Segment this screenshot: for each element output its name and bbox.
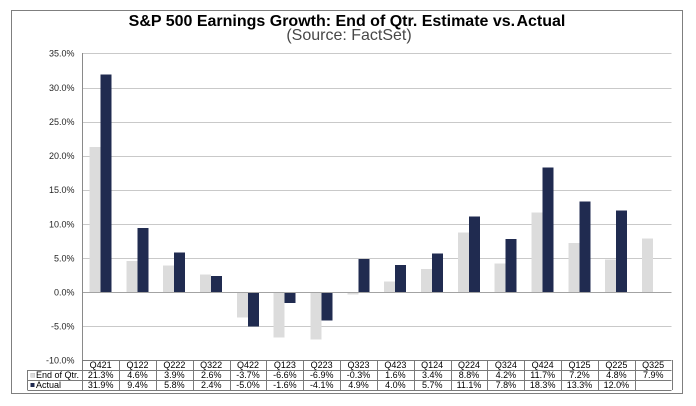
svg-text:5.7%: 5.7% [422,380,443,390]
svg-text:-4.1%: -4.1% [310,380,334,390]
svg-text:1.6%: 1.6% [385,370,406,380]
svg-text:Q323: Q323 [347,360,369,370]
svg-text:7.8%: 7.8% [496,380,517,390]
svg-text:13.3%: 13.3% [567,380,593,390]
svg-text:Q123: Q123 [274,360,296,370]
svg-text:4.0%: 4.0% [385,380,406,390]
svg-text:Q225: Q225 [605,360,627,370]
svg-text:-5.0%: -5.0% [51,322,75,332]
svg-text:15.0%: 15.0% [49,185,75,195]
svg-text:9.4%: 9.4% [127,380,148,390]
svg-text:-6.6%: -6.6% [273,370,297,380]
svg-text:Q124: Q124 [421,360,443,370]
svg-text:Q424: Q424 [532,360,554,370]
svg-text:Q224: Q224 [458,360,480,370]
svg-text:5.0%: 5.0% [54,253,75,263]
svg-text:7.2%: 7.2% [569,370,590,380]
svg-text:Q423: Q423 [384,360,406,370]
svg-text:18.3%: 18.3% [530,380,556,390]
svg-text:3.4%: 3.4% [422,370,443,380]
svg-text:-5.0%: -5.0% [236,380,260,390]
svg-text:-3.7%: -3.7% [236,370,260,380]
svg-text:25.0%: 25.0% [49,117,75,127]
svg-text:-1.6%: -1.6% [273,380,297,390]
svg-text:End of Qtr.: End of Qtr. [36,370,79,380]
svg-text:10.0%: 10.0% [49,219,75,229]
svg-text:Actual: Actual [36,380,61,390]
svg-text:35.0%: 35.0% [49,49,75,59]
svg-text:8.8%: 8.8% [459,370,480,380]
svg-text:Q325: Q325 [642,360,664,370]
svg-text:Q421: Q421 [90,360,112,370]
svg-text:-6.9%: -6.9% [310,370,334,380]
svg-text:Q222: Q222 [163,360,185,370]
svg-text:2.6%: 2.6% [201,370,222,380]
svg-text:5.8%: 5.8% [164,380,185,390]
svg-text:20.0%: 20.0% [49,151,75,161]
svg-text:4.9%: 4.9% [348,380,369,390]
svg-text:4.8%: 4.8% [606,370,627,380]
svg-text:Q223: Q223 [311,360,333,370]
svg-text:3.9%: 3.9% [164,370,185,380]
svg-text:-0.3%: -0.3% [347,370,371,380]
svg-text:21.3%: 21.3% [88,370,114,380]
svg-text:31.9%: 31.9% [88,380,114,390]
svg-text:30.0%: 30.0% [49,83,75,93]
svg-text:7.9%: 7.9% [643,370,664,380]
svg-text:2.4%: 2.4% [201,380,222,390]
svg-text:4.6%: 4.6% [127,370,148,380]
svg-text:11.1%: 11.1% [457,380,482,390]
svg-text:Q322: Q322 [200,360,222,370]
svg-text:-10.0%: -10.0% [46,356,75,366]
svg-text:Q122: Q122 [126,360,148,370]
svg-text:0.0%: 0.0% [54,288,75,298]
svg-text:Q125: Q125 [568,360,590,370]
svg-text:Q422: Q422 [237,360,259,370]
svg-text:12.0%: 12.0% [604,380,630,390]
svg-text:4.2%: 4.2% [496,370,517,380]
svg-text:Q324: Q324 [495,360,517,370]
svg-text:11.7%: 11.7% [530,370,555,380]
